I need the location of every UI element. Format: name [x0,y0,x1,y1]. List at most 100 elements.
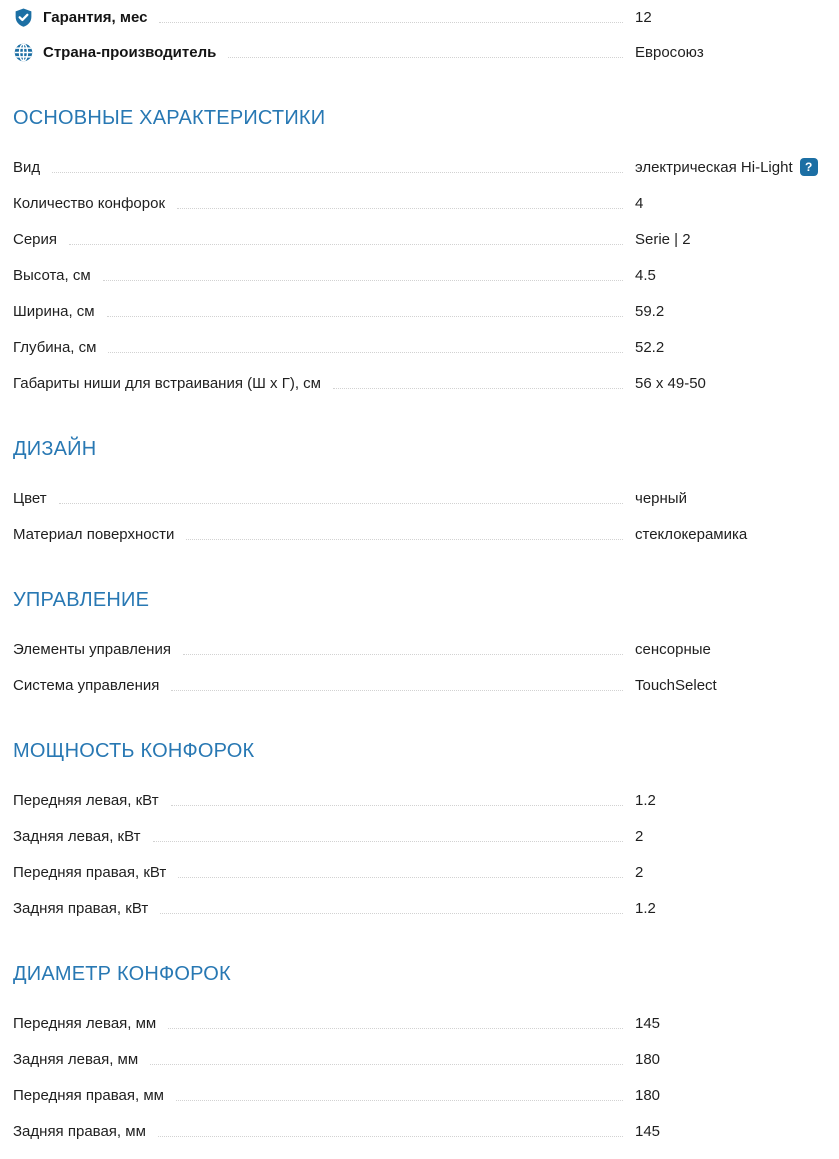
spec-row: Задняя левая, кВт 2 [13,818,828,854]
spec-value: 4 [635,194,644,212]
dotted-leader [69,243,623,245]
spec-label: Задняя правая, кВт [13,899,149,917]
spec-row: Габариты ниши для встраивания (Ш х Г), с… [13,365,828,401]
quick-spec-row: Страна-производитель Евросоюз [13,35,828,70]
spec-row: Серия Serie | 2 [13,221,828,257]
section-rows: Передняя левая, кВт 1.2 Задняя левая, кВ… [13,782,828,926]
dotted-leader [178,876,623,878]
dotted-leader [108,351,623,353]
section-title: УПРАВЛЕНИЕ [13,589,150,611]
spec-value: сенсорные [635,640,711,658]
spec-label: Габариты ниши для встраивания (Ш х Г), с… [13,374,321,392]
dotted-leader [106,315,623,317]
dotted-leader [175,1099,623,1101]
spec-label: Цвет [13,489,47,507]
spec-row: Ширина, см 59.2 [13,293,828,329]
spec-value: черный [635,489,687,507]
dotted-leader [150,1063,623,1065]
shield-check-icon [13,7,34,28]
spec-label: Передняя правая, мм [13,1086,164,1104]
section-rows: Цвет черный Материал поверхности стеклок… [13,480,828,552]
section-rows: Передняя левая, мм 145 Задняя левая, мм … [13,1005,828,1149]
spec-value: 2 [635,863,644,881]
spec-label: Задняя левая, мм [13,1050,139,1068]
dotted-leader [177,207,623,209]
spec-value: 2 [635,827,644,845]
spec-value: 59.2 [635,302,665,320]
spec-label: Материал поверхности [13,525,175,543]
spec-value: 145 [635,1014,661,1032]
spec-section: МОЩНОСТЬ КОНФОРОК Передняя левая, кВт 1.… [13,737,828,926]
spec-row: Количество конфорок 4 [13,185,828,221]
spec-label: Элементы управления [13,640,171,658]
spec-label: Количество конфорок [13,194,166,212]
spec-row: Передняя левая, кВт 1.2 [13,782,828,818]
spec-row: Глубина, см 52.2 [13,329,828,365]
spec-value: 52.2 [635,338,665,356]
spec-label: Система управления [13,676,160,694]
spec-value: 180 [635,1050,661,1068]
spec-label: Глубина, см [13,338,97,356]
quick-specs: Гарантия, мес 12 Страна-производитель Ев… [13,0,828,70]
spec-value: 56 x 49-50 [635,374,706,392]
spec-value: Serie | 2 [635,230,691,248]
spec-row: Передняя правая, мм 180 [13,1077,828,1113]
spec-section: УПРАВЛЕНИЕ Элементы управления сенсорные… [13,586,828,703]
spec-value: TouchSelect [635,676,717,694]
spec-section: ОСНОВНЫЕ ХАРАКТЕРИСТИКИ Вид электрическа… [13,104,828,401]
spec-row: Задняя правая, кВт 1.2 [13,890,828,926]
section-rows: Элементы управления сенсорные Система уп… [13,631,828,703]
spec-row: Элементы управления сенсорные [13,631,828,667]
spec-label: Передняя правая, кВт [13,863,167,881]
spec-value: электрическая Hi-Light [635,158,793,176]
dotted-leader [157,1135,623,1137]
spec-row: Вид электрическая Hi-Light ? [13,149,828,185]
section-title: ДИАМЕТР КОНФОРОК [13,963,231,985]
spec-row: Высота, см 4.5 [13,257,828,293]
dotted-leader [52,171,623,173]
dotted-leader [182,653,623,655]
spec-sections: ОСНОВНЫЕ ХАРАКТЕРИСТИКИ Вид электрическа… [13,104,828,1149]
spec-section: ДИЗАЙН Цвет черный Материал поверхности … [13,435,828,552]
spec-value: 145 [635,1122,661,1140]
section-title: ОСНОВНЫЕ ХАРАКТЕРИСТИКИ [13,107,326,129]
dotted-leader [186,538,623,540]
spec-label: Задняя правая, мм [13,1122,146,1140]
spec-label: Вид [13,158,41,176]
help-icon[interactable]: ? [799,158,818,176]
spec-row: Система управления TouchSelect [13,667,828,703]
section-title: МОЩНОСТЬ КОНФОРОК [13,740,255,762]
section-rows: Вид электрическая Hi-Light ? Количество … [13,149,828,401]
dotted-leader [160,912,623,914]
dotted-leader [171,689,623,691]
spec-label: Ширина, см [13,302,95,320]
spec-row: Материал поверхности стеклокерамика [13,516,828,552]
spec-value: 4.5 [635,266,656,284]
spec-value: Евросоюз [635,44,704,61]
spec-label: Страна-производитель [43,44,217,61]
spec-value: 12 [635,9,652,26]
dotted-leader [159,22,623,23]
globe-icon [13,42,34,63]
spec-row: Задняя левая, мм 180 [13,1041,828,1077]
spec-section: ДИАМЕТР КОНФОРОК Передняя левая, мм 145 … [13,960,828,1149]
dotted-leader [332,387,623,389]
spec-label: Серия [13,230,58,248]
spec-label: Задняя левая, кВт [13,827,141,845]
spec-value: 1.2 [635,899,656,917]
spec-row: Задняя правая, мм 145 [13,1113,828,1149]
spec-label: Высота, см [13,266,91,284]
dotted-leader [170,804,623,806]
dotted-leader [228,57,623,58]
spec-label: Передняя левая, мм [13,1014,157,1032]
dotted-leader [58,502,623,504]
dotted-leader [102,279,623,281]
section-title: ДИЗАЙН [13,438,97,460]
dotted-leader [152,840,623,842]
spec-value: стеклокерамика [635,525,748,543]
spec-value: 1.2 [635,791,656,809]
spec-row: Цвет черный [13,480,828,516]
spec-value: 180 [635,1086,661,1104]
spec-label: Передняя левая, кВт [13,791,159,809]
